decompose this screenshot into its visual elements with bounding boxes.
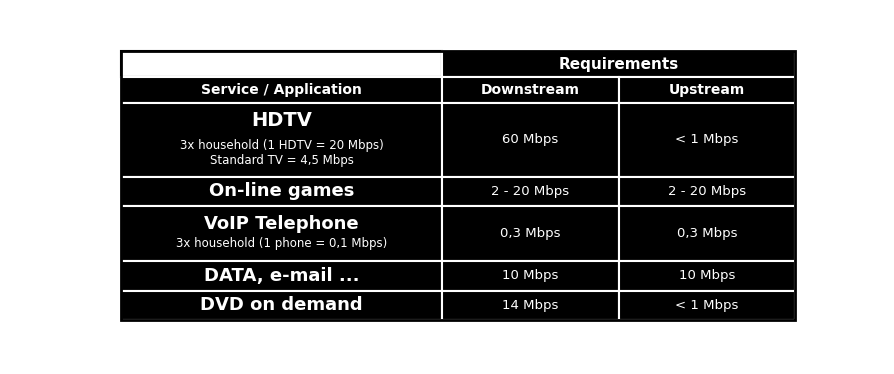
Bar [121, 103, 442, 177]
Text: < 1 Mbps: < 1 Mbps [675, 299, 738, 312]
Bar [121, 77, 442, 103]
Bar [442, 51, 796, 77]
Text: 0,3 Mbps: 0,3 Mbps [677, 227, 738, 240]
Text: 14 Mbps: 14 Mbps [502, 299, 559, 312]
Text: < 1 Mbps: < 1 Mbps [675, 134, 738, 147]
Text: 2 - 20 Mbps: 2 - 20 Mbps [668, 185, 746, 198]
Text: HDTV: HDTV [251, 111, 312, 131]
Bar [442, 206, 619, 261]
Bar [442, 291, 619, 320]
Text: 3x household (1 phone = 0,1 Mbps): 3x household (1 phone = 0,1 Mbps) [176, 237, 387, 250]
Text: VoIP Telephone: VoIP Telephone [204, 215, 358, 233]
Bar [619, 291, 796, 320]
Bar [121, 51, 442, 77]
Bar [121, 261, 442, 291]
Bar [121, 291, 442, 320]
Bar [619, 177, 796, 206]
Bar [121, 177, 442, 206]
Text: DVD on demand: DVD on demand [200, 296, 363, 314]
Bar [619, 77, 796, 103]
Bar [619, 206, 796, 261]
Text: Upstream: Upstream [669, 83, 745, 97]
Bar [121, 206, 442, 261]
Text: 3x household (1 HDTV = 20 Mbps): 3x household (1 HDTV = 20 Mbps) [180, 139, 384, 151]
Bar [442, 177, 619, 206]
Text: DATA, e-mail ...: DATA, e-mail ... [204, 267, 359, 285]
Text: Downstream: Downstream [481, 83, 579, 97]
Bar [619, 261, 796, 291]
Bar [442, 77, 619, 103]
Text: 10 Mbps: 10 Mbps [679, 269, 735, 282]
Text: Service / Application: Service / Application [201, 83, 362, 97]
Text: 10 Mbps: 10 Mbps [502, 269, 559, 282]
Bar [619, 103, 796, 177]
Text: On-line games: On-line games [209, 182, 354, 200]
Bar [442, 103, 619, 177]
Text: Standard TV = 4,5 Mbps: Standard TV = 4,5 Mbps [209, 154, 353, 167]
Text: Requirements: Requirements [559, 56, 679, 72]
Text: 60 Mbps: 60 Mbps [502, 134, 559, 147]
Text: 2 - 20 Mbps: 2 - 20 Mbps [491, 185, 569, 198]
Text: 0,3 Mbps: 0,3 Mbps [500, 227, 561, 240]
Bar [442, 261, 619, 291]
